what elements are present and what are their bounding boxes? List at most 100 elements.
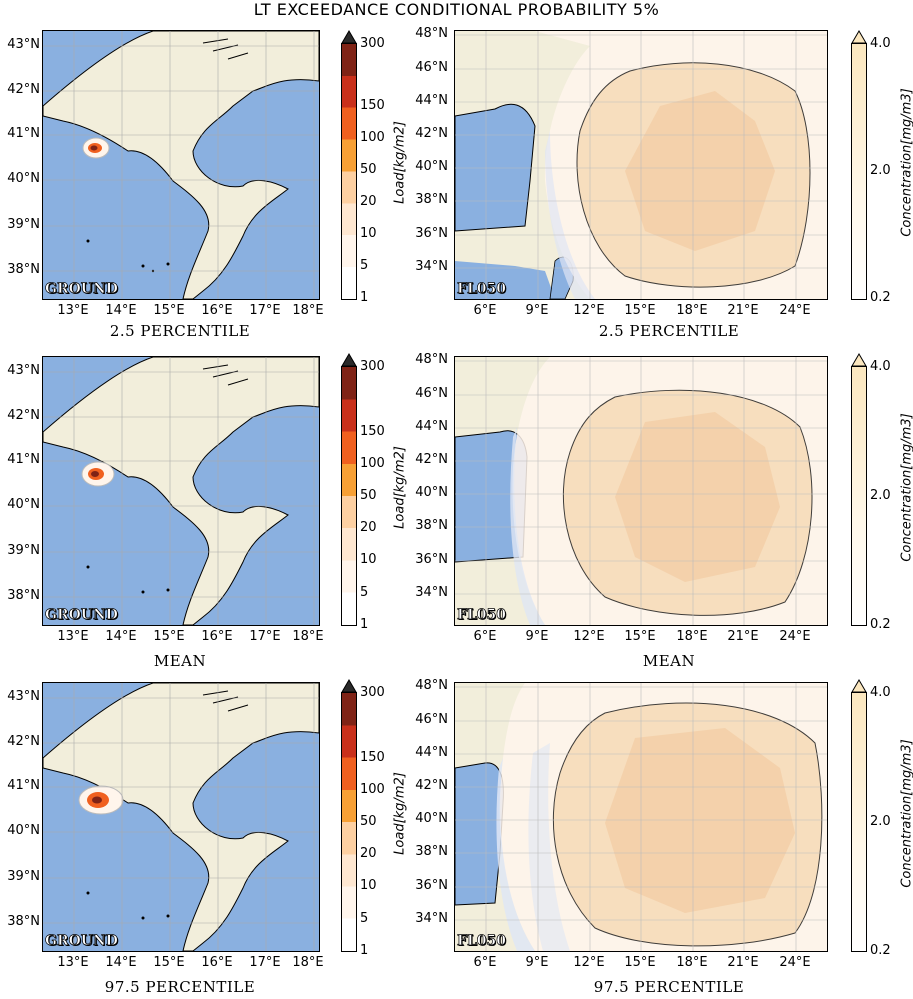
fl050-map-1: FL050 [454, 30, 828, 300]
load-tick: 1 [360, 290, 369, 305]
fl050-map-3: FL050 [454, 682, 828, 952]
lon-label: 18°E [292, 303, 324, 318]
ground-map-geography [43, 31, 319, 299]
lon-label: 21°E [727, 955, 759, 970]
conc-tick: 4.0 [870, 36, 891, 51]
load-colorbar-label: Load[kg/m2] [392, 121, 408, 204]
lat-label: 34°N [415, 911, 448, 926]
lat-label: 46°N [415, 712, 448, 727]
lon-label: 15°E [153, 629, 185, 644]
load-tick: 10 [360, 552, 377, 567]
lat-label: 41°N [7, 452, 40, 467]
right-caption: MEAN [642, 652, 696, 670]
conc-tick: 4.0 [870, 685, 891, 700]
right-caption: 2.5 PERCENTILE [598, 322, 740, 340]
lat-label: 48°N [415, 678, 448, 693]
load-tick: 100 [360, 456, 385, 471]
conc-tick: 2.0 [870, 163, 891, 178]
lat-label: 44°N [415, 93, 448, 108]
load-tick: 300 [360, 685, 385, 700]
load-colorbar-bar [341, 366, 357, 626]
lon-label: 12°E [573, 303, 605, 318]
lat-label: 40°N [415, 485, 448, 500]
lon-label: 18°E [676, 629, 708, 644]
lat-label: 40°N [7, 171, 40, 186]
lat-label: 40°N [7, 497, 40, 512]
lon-label: 9°E [525, 629, 549, 644]
conc-colorbar-label: Concentration[mg/m3] [899, 88, 913, 237]
lat-label: 48°N [415, 352, 448, 367]
colorbar-extend-triangle [341, 30, 357, 44]
left-caption: MEAN [153, 652, 207, 670]
lon-label: 15°E [624, 629, 656, 644]
lon-label: 9°E [525, 955, 549, 970]
load-tick: 150 [360, 98, 385, 113]
lon-label: 21°E [727, 303, 759, 318]
lon-label: 24°E [779, 303, 811, 318]
conc-colorbar-label: Concentration[mg/m3] [899, 413, 913, 562]
lon-label: 18°E [292, 629, 324, 644]
fl050-tag: FL050 [457, 607, 507, 624]
lat-label: 43°N [7, 363, 40, 378]
lon-label: 15°E [624, 303, 656, 318]
lat-label: 48°N [415, 26, 448, 41]
lat-label: 39°N [7, 543, 40, 558]
conc-tick: 2.0 [870, 488, 891, 503]
lon-label: 9°E [525, 303, 549, 318]
load-tick: 5 [360, 911, 369, 926]
fl050-map-geography [455, 357, 827, 625]
load-tick: 20 [360, 194, 377, 209]
lon-label: 13°E [57, 303, 89, 318]
load-tick: 150 [360, 750, 385, 765]
conc-tick: 4.0 [870, 359, 891, 374]
lat-label: 42°N [415, 126, 448, 141]
lon-label: 13°E [57, 629, 89, 644]
load-colorbar-bar [341, 692, 357, 952]
lat-label: 39°N [7, 869, 40, 884]
fl050-map-2: FL050 [454, 356, 828, 626]
conc-tick: 0.2 [870, 943, 891, 958]
load-tick: 100 [360, 130, 385, 145]
lat-label: 38°N [7, 588, 40, 603]
right-caption: 97.5 PERCENTILE [593, 978, 745, 996]
lat-label: 36°N [415, 878, 448, 893]
lat-label: 42°N [415, 778, 448, 793]
lat-label: 42°N [7, 82, 40, 97]
lat-label: 40°N [7, 823, 40, 838]
lat-label: 38°N [415, 192, 448, 207]
load-tick: 5 [360, 258, 369, 273]
lon-label: 21°E [727, 629, 759, 644]
ground-map-geography [43, 357, 319, 625]
lon-label: 18°E [676, 955, 708, 970]
lon-label: 17°E [249, 955, 281, 970]
load-tick: 20 [360, 520, 377, 535]
ground-tag: GROUND [45, 607, 119, 624]
lat-label: 34°N [415, 585, 448, 600]
lat-label: 46°N [415, 60, 448, 75]
colorbar-extend-triangle [851, 353, 867, 367]
ground-tag: GROUND [45, 281, 119, 298]
lon-label: 6°E [473, 955, 497, 970]
load-tick: 10 [360, 878, 377, 893]
lon-label: 12°E [573, 629, 605, 644]
lat-label: 43°N [7, 689, 40, 704]
conc-colorbar-bar [851, 366, 867, 626]
load-tick: 50 [360, 488, 377, 503]
fl050-map-geography [455, 31, 827, 299]
load-tick: 20 [360, 846, 377, 861]
lat-label: 36°N [415, 226, 448, 241]
load-tick: 1 [360, 617, 369, 632]
left-caption: 97.5 PERCENTILE [104, 978, 256, 996]
lat-label: 38°N [7, 262, 40, 277]
lon-label: 18°E [676, 303, 708, 318]
load-tick: 50 [360, 814, 377, 829]
colorbar-extend-triangle [341, 679, 357, 693]
lon-label: 6°E [473, 629, 497, 644]
load-tick: 5 [360, 585, 369, 600]
figure-title: LT EXCEEDANCE CONDITIONAL PROBABILITY 5% [253, 0, 660, 19]
lon-label: 16°E [201, 955, 233, 970]
load-colorbar-bar [341, 43, 357, 300]
ground-map-2: GROUND [42, 356, 320, 626]
conc-colorbar-label: Concentration[mg/m3] [899, 739, 913, 888]
lat-label: 46°N [415, 386, 448, 401]
